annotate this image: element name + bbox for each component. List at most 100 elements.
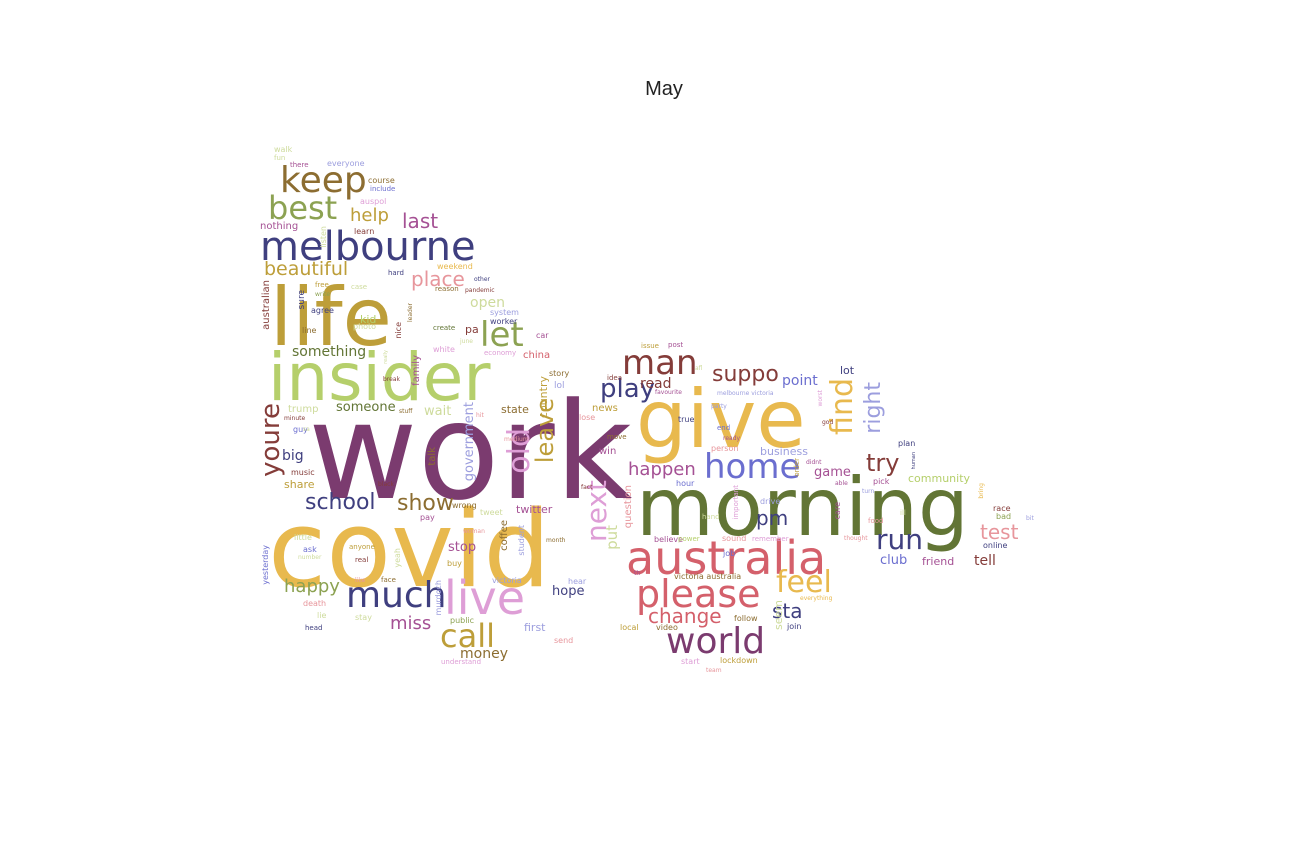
word-understand: understand bbox=[441, 658, 482, 666]
word-medium: medium bbox=[504, 436, 529, 443]
word-story: story bbox=[549, 369, 570, 378]
word-didnt: didnt bbox=[806, 459, 822, 466]
word-community: community bbox=[908, 472, 971, 485]
word-wait: wait bbox=[424, 404, 452, 419]
word-insider: insider bbox=[268, 339, 491, 416]
word-write: write bbox=[315, 291, 331, 298]
word-reason: reason bbox=[435, 285, 459, 293]
word-game: game bbox=[814, 465, 851, 480]
word-sta: sta bbox=[772, 599, 803, 623]
word-friend: friend bbox=[922, 555, 955, 568]
word-trump: trump bbox=[288, 404, 319, 415]
word-miss: miss bbox=[390, 613, 432, 634]
word-turn: turn bbox=[862, 488, 875, 495]
word-yesterday: yesterday bbox=[261, 545, 270, 585]
word-anyone: anyone bbox=[349, 543, 375, 551]
word-like: like bbox=[355, 577, 366, 584]
word-wrong: wrong bbox=[452, 501, 477, 510]
word-worker: worker bbox=[490, 317, 518, 326]
word-suppo: suppo bbox=[712, 362, 779, 387]
word-melbourne: melbourne bbox=[260, 224, 476, 270]
word-head: head bbox=[305, 624, 323, 632]
word-include: include bbox=[370, 185, 396, 193]
word-sound: sound bbox=[722, 534, 747, 543]
word-sa: sa bbox=[303, 426, 310, 433]
word-feel: feel bbox=[776, 565, 832, 600]
word-keep: keep bbox=[280, 160, 367, 201]
word-morning: morning bbox=[636, 461, 969, 554]
word-video: video bbox=[656, 623, 678, 632]
word-everyone: everyone bbox=[327, 159, 365, 168]
word-walk: walk bbox=[274, 145, 293, 154]
word-beautiful: beautiful bbox=[264, 258, 349, 280]
word-black: black bbox=[378, 481, 394, 488]
chart-title: May bbox=[645, 78, 683, 100]
word-worst: worst bbox=[817, 390, 824, 407]
word-th: th bbox=[634, 570, 641, 577]
word-auspol: auspol bbox=[360, 197, 387, 206]
word-move: move bbox=[607, 433, 627, 441]
word-listen: listen bbox=[319, 226, 328, 248]
word-murdoch: murdoch bbox=[434, 580, 443, 616]
word-coffee: coffee bbox=[499, 520, 510, 551]
word-win: win bbox=[599, 446, 617, 457]
word-country: country bbox=[537, 376, 550, 419]
word-try: try bbox=[866, 449, 900, 477]
word-pm: pm bbox=[756, 506, 789, 530]
word-sure: sure bbox=[297, 290, 307, 310]
word-online: online bbox=[983, 541, 1008, 550]
word-tweet: tweet bbox=[480, 508, 503, 517]
word-death: death bbox=[303, 599, 327, 608]
word-fun: fun bbox=[274, 154, 286, 162]
word-line: line bbox=[302, 326, 317, 335]
word-pay: pay bbox=[420, 513, 435, 522]
word-believe: believe bbox=[654, 535, 684, 544]
word-read: read bbox=[640, 376, 672, 392]
word-happy: happy bbox=[284, 576, 340, 597]
word-weekend: weekend bbox=[437, 262, 473, 271]
word-someone: someone bbox=[336, 400, 396, 415]
word-hope: hope bbox=[552, 584, 585, 599]
word-find: find bbox=[825, 378, 860, 435]
word-australian: australian bbox=[261, 280, 272, 330]
word-australia: australia bbox=[626, 531, 827, 585]
word-school: school bbox=[305, 490, 376, 515]
word-hear: hear bbox=[568, 577, 587, 586]
word-stop: stop bbox=[448, 540, 477, 555]
word-june: june bbox=[460, 338, 473, 345]
word-woman: woman bbox=[463, 528, 485, 535]
word-follow: follow bbox=[734, 614, 758, 623]
word-break: break bbox=[383, 376, 400, 383]
word-bit: bit bbox=[1026, 515, 1034, 522]
word-idea: idea bbox=[607, 374, 622, 382]
word-post: post bbox=[668, 341, 684, 349]
word-create: create bbox=[433, 324, 456, 332]
word-play: play bbox=[600, 374, 656, 404]
word-ask: ask bbox=[303, 545, 317, 554]
word-everything: everything bbox=[800, 595, 833, 602]
word-seem: seem bbox=[772, 600, 785, 630]
word-local: local bbox=[620, 623, 639, 632]
word-care: care bbox=[833, 502, 842, 520]
word-minute: minute bbox=[284, 415, 306, 422]
word-please: please bbox=[636, 572, 761, 616]
word-leader: leader bbox=[407, 303, 414, 323]
word-favourite: favourite bbox=[655, 389, 682, 396]
word-photo: photo bbox=[353, 322, 377, 331]
word-course: course bbox=[368, 176, 395, 185]
word-hour: hour bbox=[676, 479, 695, 488]
word-lockdown: lockdown bbox=[720, 656, 758, 665]
word-true: true bbox=[678, 415, 695, 424]
word-there: there bbox=[290, 161, 309, 169]
word-human: human bbox=[911, 452, 917, 470]
word-home: home bbox=[704, 447, 801, 487]
word-food: food bbox=[868, 517, 884, 525]
word-job: job bbox=[723, 549, 736, 558]
word-news: news bbox=[592, 403, 618, 414]
word-ready: ready bbox=[723, 435, 741, 442]
word-stay: stay bbox=[355, 613, 372, 622]
word-hard: hard bbox=[388, 269, 404, 277]
word-system: system bbox=[490, 308, 519, 317]
word-money: money bbox=[460, 646, 508, 662]
word-run: run bbox=[876, 523, 924, 556]
